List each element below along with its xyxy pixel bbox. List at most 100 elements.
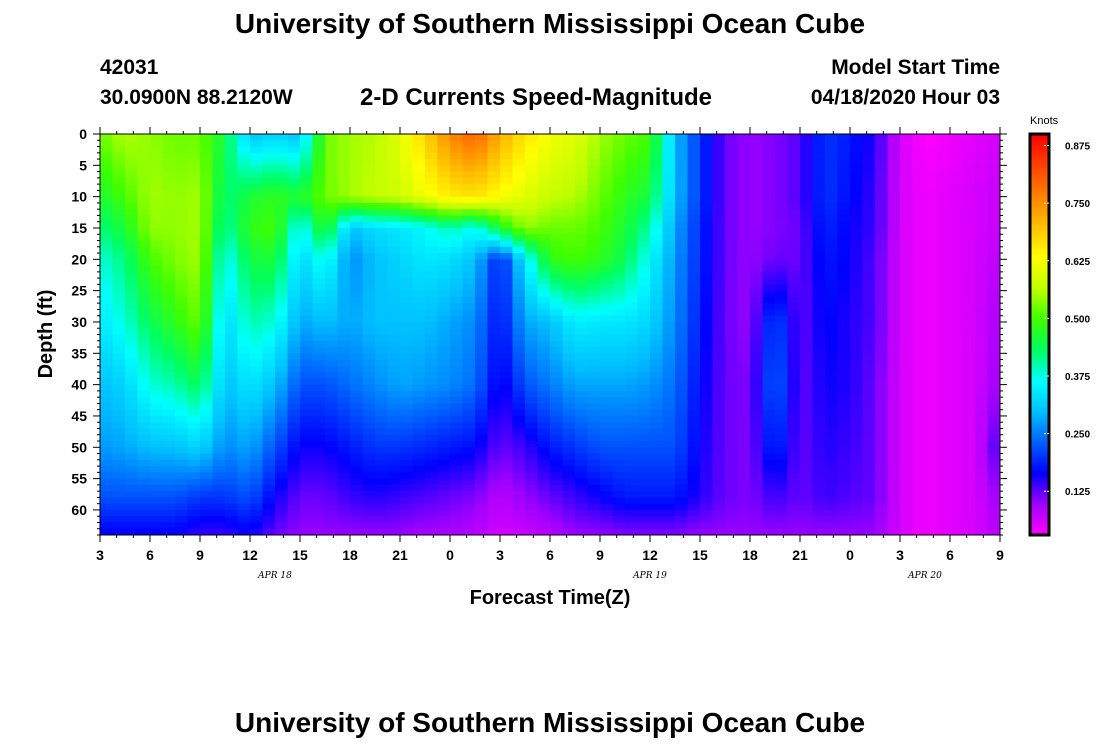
heatmap-cell xyxy=(487,484,501,492)
heatmap-cell xyxy=(662,259,676,267)
heatmap-cell xyxy=(450,284,464,292)
heatmap-cell xyxy=(337,403,351,411)
heatmap-cell xyxy=(887,321,901,329)
heatmap-cell xyxy=(550,240,564,248)
heatmap-cell xyxy=(900,134,914,141)
heatmap-cell xyxy=(525,353,539,361)
heatmap-cell xyxy=(300,284,314,292)
heatmap-cell xyxy=(112,509,126,517)
heatmap-cell xyxy=(362,409,376,417)
heatmap-cell xyxy=(737,503,751,511)
heatmap-cell xyxy=(787,284,801,292)
heatmap-cell xyxy=(137,491,151,499)
heatmap-cell xyxy=(462,221,476,229)
heatmap-cell xyxy=(650,259,664,267)
heatmap-cell xyxy=(212,372,226,379)
heatmap-cell xyxy=(550,278,564,285)
heatmap-cell xyxy=(962,171,976,179)
heatmap-cell xyxy=(512,159,526,166)
heatmap-cell xyxy=(262,484,276,492)
heatmap-cell xyxy=(362,497,376,505)
heatmap-cell xyxy=(825,365,839,373)
heatmap-cell xyxy=(237,290,251,298)
heatmap-cell xyxy=(500,372,514,379)
heatmap-cell xyxy=(612,484,626,492)
heatmap-cell xyxy=(462,140,476,148)
heatmap-cell xyxy=(287,315,301,323)
heatmap-cell xyxy=(262,321,276,329)
heatmap-cell xyxy=(137,516,151,524)
heatmap-cell xyxy=(450,422,464,430)
heatmap-cell xyxy=(612,503,626,511)
heatmap-cell xyxy=(312,315,326,323)
heatmap-cell xyxy=(150,278,164,285)
heatmap-cell xyxy=(962,227,976,235)
heatmap-cell xyxy=(487,516,501,524)
heatmap-cell xyxy=(800,384,814,392)
heatmap-cell xyxy=(475,209,489,217)
heatmap-cell xyxy=(287,196,301,204)
heatmap-cell xyxy=(712,472,726,480)
heatmap-cell xyxy=(912,353,926,361)
heatmap-cell xyxy=(800,397,814,405)
heatmap-cell xyxy=(612,347,626,354)
heatmap-cell xyxy=(300,447,314,455)
heatmap-cell xyxy=(475,359,489,367)
heatmap-cell xyxy=(925,422,939,430)
heatmap-cell xyxy=(450,321,464,329)
heatmap-cell xyxy=(362,321,376,329)
heatmap-cell xyxy=(950,378,964,386)
heatmap-cell xyxy=(200,165,214,173)
heatmap-cell xyxy=(225,415,239,423)
heatmap-cell xyxy=(825,234,839,242)
heatmap-cell xyxy=(350,309,364,317)
heatmap-cell xyxy=(450,209,464,217)
heatmap-cell xyxy=(762,528,776,535)
heatmap-cell xyxy=(862,509,876,517)
heatmap-cell xyxy=(662,334,676,342)
heatmap-cell xyxy=(350,334,364,342)
heatmap-cell xyxy=(487,253,501,260)
heatmap-cell xyxy=(575,340,589,348)
heatmap-cell xyxy=(350,303,364,311)
heatmap-cell xyxy=(225,227,239,235)
heatmap-cell xyxy=(400,315,414,323)
y-tick-label: 50 xyxy=(71,439,87,455)
heatmap-cell xyxy=(437,497,451,505)
heatmap-cell xyxy=(837,509,851,517)
heatmap-cell xyxy=(762,434,776,442)
heatmap-cell xyxy=(325,309,339,317)
heatmap-cell xyxy=(975,271,989,279)
heatmap-cell xyxy=(900,290,914,298)
heatmap-cell xyxy=(600,503,614,511)
heatmap-cell xyxy=(562,315,576,323)
heatmap-cell xyxy=(600,484,614,492)
heatmap-cell xyxy=(987,503,1000,511)
heatmap-cell xyxy=(312,528,326,535)
heatmap-cell xyxy=(375,484,389,492)
heatmap-cell xyxy=(112,202,126,210)
heatmap-cell xyxy=(387,422,401,430)
heatmap-cell xyxy=(700,378,714,386)
heatmap-cell xyxy=(425,365,439,373)
heatmap-cell xyxy=(950,265,964,273)
heatmap-cell xyxy=(675,146,689,154)
heatmap-cell xyxy=(175,372,189,379)
heatmap-cell xyxy=(137,303,151,311)
heatmap-cell xyxy=(587,328,601,336)
heatmap-cell xyxy=(362,491,376,499)
heatmap-cell xyxy=(450,240,464,248)
heatmap-cell xyxy=(287,478,301,486)
heatmap-cell xyxy=(550,296,564,304)
heatmap-cell xyxy=(500,284,514,292)
heatmap-cell xyxy=(650,309,664,317)
heatmap-cell xyxy=(250,497,264,505)
heatmap-cell xyxy=(187,159,201,166)
heatmap-cell xyxy=(687,315,701,323)
heatmap-cell xyxy=(450,328,464,336)
heatmap-cell xyxy=(100,209,114,217)
heatmap-cell xyxy=(875,397,889,405)
heatmap-cell xyxy=(600,177,614,185)
heatmap-cell xyxy=(837,171,851,179)
heatmap-cell xyxy=(925,209,939,217)
